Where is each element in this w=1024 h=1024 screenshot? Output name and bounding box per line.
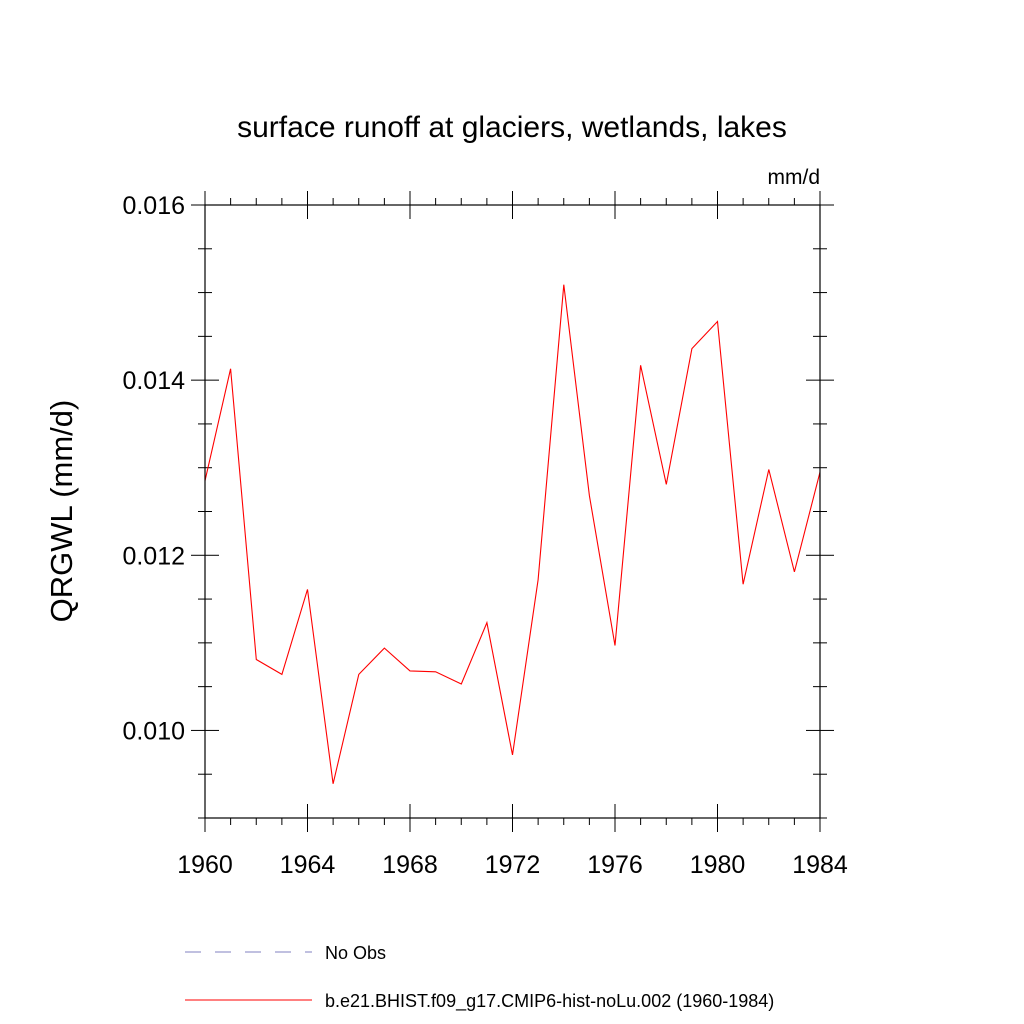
- x-tick-label: 1976: [587, 851, 643, 879]
- legend: No Obs b.e21.BHIST.f09_g17.CMIP6-hist-noL…: [185, 943, 774, 1012]
- x-tick-label: 1960: [177, 851, 233, 879]
- units-label: mm/d: [768, 166, 821, 189]
- y-axis-label: QRGWL (mm/d): [44, 400, 79, 623]
- plot-frame: [204, 204, 821, 819]
- x-tick-label: 1984: [792, 851, 848, 879]
- axis-ticks: 0.010 0.012 0.014 0.016 1960 1964 1968 1972 1976…: [122, 191, 848, 879]
- legend-label: b.e21.BHIST.f09_g17.CMIP6-hist-noLu.002 …: [325, 991, 774, 1012]
- series-layer: [204, 284, 821, 784]
- x-tick-label: 1964: [280, 851, 336, 879]
- x-tick-label: 1968: [382, 851, 438, 879]
- y-tick-label: 0.014: [122, 367, 185, 395]
- x-tick-label: 1980: [690, 851, 746, 879]
- legend-label: No Obs: [325, 943, 386, 963]
- x-tick-label: 1972: [485, 851, 541, 879]
- series-line: [204, 284, 821, 784]
- chart-title: surface runoff at glaciers, wetlands, la…: [237, 111, 787, 144]
- y-tick-label: 0.010: [122, 717, 185, 745]
- y-tick-label: 0.012: [122, 542, 185, 570]
- y-tick-label: 0.016: [122, 192, 185, 220]
